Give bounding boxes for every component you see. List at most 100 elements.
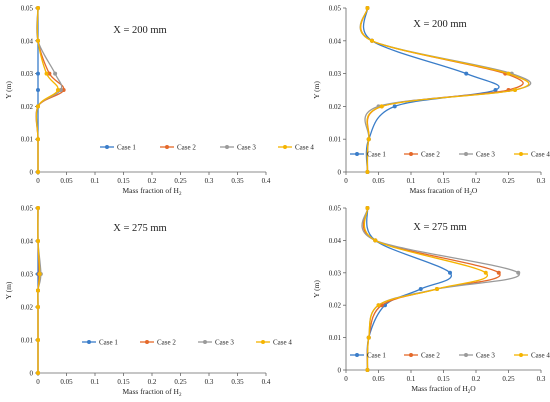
data-point-case-4 <box>366 335 371 340</box>
x-tick-label: 0.15 <box>117 177 130 185</box>
x-tick-label: 0.05 <box>60 378 73 386</box>
data-point-case-4 <box>376 303 381 308</box>
legend-label: Case 2 <box>157 339 176 347</box>
legend-label: Case 4 <box>295 144 314 152</box>
data-point-case-4 <box>36 338 40 342</box>
y-tick-label: 0.04 <box>329 237 342 245</box>
data-point-case-4 <box>365 206 370 210</box>
data-point-case-4 <box>366 137 371 142</box>
x-tick-label: 0.1 <box>407 177 416 185</box>
legend-swatch-marker <box>203 340 207 344</box>
data-point-case-4 <box>36 239 40 243</box>
legend-swatch-marker <box>409 152 413 156</box>
y-tick-label: 0.03 <box>329 269 342 277</box>
data-point-case-1 <box>36 88 40 92</box>
y-tick-label: 0.01 <box>21 337 34 345</box>
y-tick-label: 0 <box>338 169 342 177</box>
data-point-case-3 <box>516 270 521 275</box>
data-point-case-4 <box>37 272 42 276</box>
data-point-case-4 <box>370 38 374 43</box>
x-tick-label: 0.2 <box>472 177 481 185</box>
legend-swatch-marker <box>519 152 523 156</box>
legend-label: Case 2 <box>421 352 440 360</box>
y-tick-label: 0.05 <box>329 5 342 13</box>
x-tick-label: 0.3 <box>205 378 214 386</box>
data-point-case-3 <box>53 71 58 76</box>
x-tick-label: 0.05 <box>372 177 385 185</box>
legend-label: Case 2 <box>177 144 196 152</box>
y-tick-label: 0.02 <box>329 302 342 310</box>
legend: Case 1 Case 2 Case 3 Case 4 <box>82 339 292 347</box>
data-point-case-1 <box>36 71 40 76</box>
legend-swatch-marker <box>225 145 229 149</box>
x-tick-label: 0.2 <box>148 177 157 185</box>
legend-label: Case 3 <box>215 339 234 347</box>
legend-swatch-marker <box>464 353 468 357</box>
legend-swatch-marker <box>165 145 169 149</box>
x-tick-label: 0.4 <box>262 378 271 386</box>
y-tick-label: 0 <box>338 367 342 375</box>
legend-label: Case 3 <box>237 144 256 152</box>
x-tick-label: 0.3 <box>537 375 546 383</box>
data-point-case-3 <box>58 88 63 92</box>
x-tick-label: 0.15 <box>117 378 130 386</box>
data-point-case-4 <box>36 38 40 43</box>
chart-panel-4: 0 0.01 0.02 0.03 0.04 0.05 0 0.05 0.1 0.15 0.2 0.25… <box>312 205 550 396</box>
data-point-case-4 <box>36 170 40 174</box>
x-tick-label: 0.2 <box>148 378 157 386</box>
series-line-case-4 <box>359 7 530 173</box>
chart-panel-3: 0 0.01 0.02 0.03 0.04 0.05 0 0.05 0.1 0.15 0.2 0.25… <box>4 205 292 399</box>
x-tick-label: 0.4 <box>262 177 271 185</box>
y-axis-label: Y (m) <box>4 281 13 299</box>
y-tick-label: 0.05 <box>21 5 34 13</box>
x-axis-label: Mass fraction of H2O <box>411 384 476 395</box>
data-point-case-4 <box>373 238 378 243</box>
data-point-case-4 <box>36 137 40 142</box>
y-tick-label: 0.03 <box>21 70 34 78</box>
x-axis-label: Mass fraction of H2 <box>123 186 182 197</box>
data-point-case-1 <box>392 104 397 109</box>
data-point-case-4 <box>435 287 439 291</box>
data-point-case-4 <box>36 206 40 210</box>
legend-label: Case 3 <box>476 352 495 360</box>
x-tick-label: 0.05 <box>372 375 385 383</box>
data-point-case-4 <box>44 71 49 76</box>
legend-swatch-marker <box>87 340 91 344</box>
x-tick-label: 0.1 <box>91 177 100 185</box>
y-tick-label: 0.04 <box>21 238 34 246</box>
y-axis-label: Y (m) <box>312 81 321 99</box>
chart-panel-2: 0 0.01 0.02 0.03 0.04 0.05 0 0.05 0.1 0.15 0.2 0.25… <box>312 5 550 198</box>
legend-label: Case 4 <box>531 352 550 360</box>
data-point-case-1 <box>464 71 469 76</box>
panel-title: X = 275 mm <box>413 222 466 233</box>
data-point-case-1 <box>418 287 423 291</box>
x-tick-label: 0.25 <box>502 177 515 185</box>
legend-swatch-marker <box>283 145 287 149</box>
x-tick-label: 0.05 <box>60 177 73 185</box>
x-tick-label: 0.15 <box>437 375 450 383</box>
data-point-case-4 <box>513 88 517 92</box>
chart-panel-1: 0 0.01 0.02 0.03 0.04 0.05 0 0.05 0.1 0.15 0.2 0.25… <box>4 5 314 198</box>
data-point-case-2 <box>496 270 501 275</box>
legend: Case 1 Case 2 Case 3 Case 4 <box>350 151 550 159</box>
legend-swatch-marker <box>105 145 109 149</box>
data-point-case-1 <box>448 270 452 275</box>
data-point-case-4 <box>36 288 40 293</box>
legend-swatch-marker <box>355 152 359 156</box>
panel-title: X = 200 mm <box>113 25 166 36</box>
data-point-case-4 <box>483 270 488 275</box>
y-tick-label: 0.03 <box>329 70 342 78</box>
y-tick-label: 0.04 <box>329 37 342 45</box>
legend-swatch-marker <box>261 340 265 344</box>
legend-label: Case 1 <box>367 352 386 360</box>
x-tick-label: 0.15 <box>437 177 450 185</box>
y-tick-label: 0.04 <box>21 37 34 45</box>
y-tick-label: 0.03 <box>21 271 34 279</box>
series-line-case-1 <box>362 7 500 173</box>
panel-title: X = 200 mm <box>413 19 466 30</box>
x-tick-label: 0.35 <box>231 378 244 386</box>
x-tick-label: 0 <box>36 177 40 185</box>
legend-swatch-marker <box>145 340 149 344</box>
legend-label: Case 1 <box>117 144 136 152</box>
x-tick-label: 0 <box>344 375 348 383</box>
